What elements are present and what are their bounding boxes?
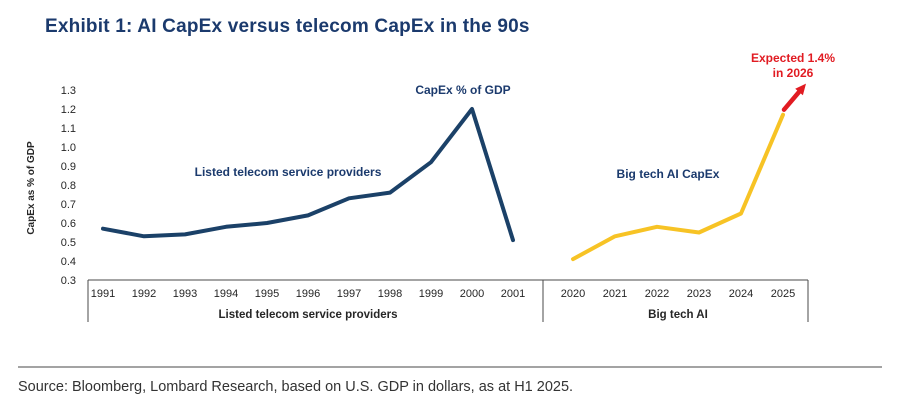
y-tick-label: 0.8 bbox=[61, 180, 76, 192]
y-tick-label: 1.0 bbox=[61, 142, 76, 154]
series-line-ai bbox=[571, 112, 785, 262]
y-tick-label: 1.2 bbox=[61, 104, 76, 116]
capex-line-chart: 1.3 1.2 1.1 1.0 0.9 0.8 0.7 0.6 0.5 0.4 0.3 CapEx a… bbox=[26, 51, 835, 322]
x-tick-label: 1997 bbox=[337, 288, 361, 300]
x-tick-label: 1994 bbox=[214, 288, 238, 300]
x-tick-label: 2000 bbox=[460, 288, 484, 300]
x-tick-label: 2024 bbox=[729, 288, 753, 300]
y-tick-label: 1.1 bbox=[61, 123, 76, 135]
annotation-capex-gdp: CapEx % of GDP bbox=[415, 83, 510, 97]
group-label-telecom: Listed telecom service providers bbox=[219, 309, 398, 321]
y-tick-label: 0.7 bbox=[61, 199, 76, 211]
footer-divider bbox=[18, 366, 882, 368]
x-tick-label: 2025 bbox=[771, 288, 795, 300]
x-tick-label: 1993 bbox=[173, 288, 197, 300]
y-tick-label: 0.9 bbox=[61, 161, 76, 173]
projection-label-line1: Expected 1.4% bbox=[751, 51, 835, 65]
y-tick-label: 0.5 bbox=[61, 237, 76, 249]
x-tick-label: 2022 bbox=[645, 288, 669, 300]
chart-area: 1.3 1.2 1.1 1.0 0.9 0.8 0.7 0.6 0.5 0.4 0.3 CapEx a… bbox=[18, 50, 900, 350]
x-tick-label: 1995 bbox=[255, 288, 279, 300]
x-tick-label: 2001 bbox=[501, 288, 525, 300]
x-tick-label: 1998 bbox=[378, 288, 402, 300]
x-tick-label: 2020 bbox=[561, 288, 585, 300]
y-tick-label: 0.6 bbox=[61, 218, 76, 230]
x-tick-label: 1992 bbox=[132, 288, 156, 300]
projection-label-line2: in 2026 bbox=[773, 66, 814, 80]
annotation-ai-capex: Big tech AI CapEx bbox=[617, 167, 720, 181]
x-tick-label: 1996 bbox=[296, 288, 320, 300]
projection-arrow-shaft bbox=[781, 89, 802, 112]
y-axis-title: CapEx as % of GDP bbox=[26, 141, 37, 235]
y-tick-label: 0.3 bbox=[61, 275, 76, 287]
x-tick-label: 1999 bbox=[419, 288, 443, 300]
projection-arrow-head bbox=[795, 83, 806, 96]
x-tick-label: 2023 bbox=[687, 288, 711, 300]
series-line-telecom bbox=[101, 107, 515, 243]
source-note: Source: Bloomberg, Lombard Research, bas… bbox=[18, 379, 574, 395]
y-tick-label: 1.3 bbox=[61, 85, 76, 97]
annotation-telecom: Listed telecom service providers bbox=[195, 165, 382, 179]
x-tick-label: 1991 bbox=[91, 288, 115, 300]
chart-title: Exhibit 1: AI CapEx versus telecom CapEx… bbox=[45, 16, 530, 37]
x-tick-label: 2021 bbox=[603, 288, 627, 300]
y-tick-label: 0.4 bbox=[61, 256, 76, 268]
group-label-ai: Big tech AI bbox=[648, 309, 708, 321]
